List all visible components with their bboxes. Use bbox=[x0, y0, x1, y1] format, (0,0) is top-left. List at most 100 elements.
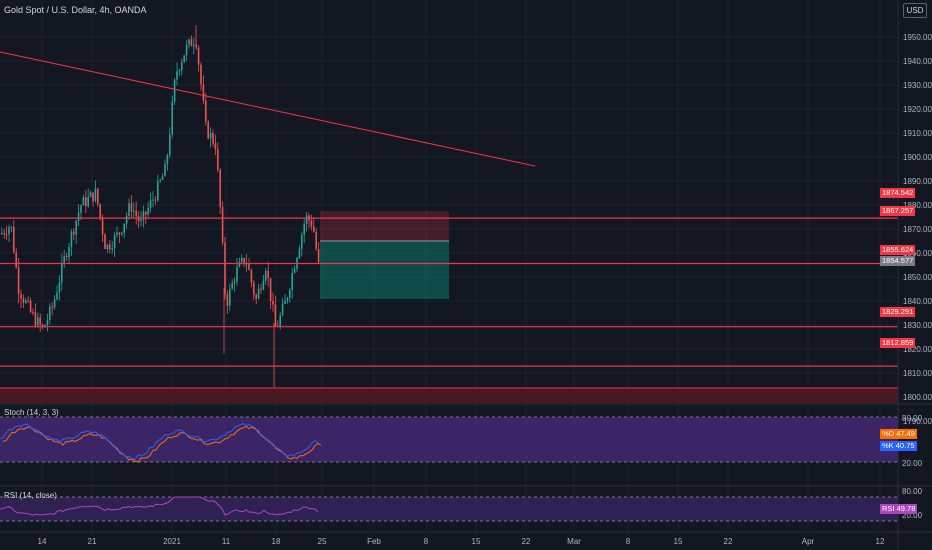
candle-body bbox=[152, 199, 154, 201]
candle-body bbox=[65, 255, 68, 258]
time-tick-label: 15 bbox=[472, 537, 481, 546]
price-tick-label: 1830.000 bbox=[903, 321, 932, 330]
candle-body bbox=[63, 255, 65, 263]
candle-body bbox=[176, 71, 178, 80]
time-tick-label: 8 bbox=[626, 537, 631, 546]
candle-body bbox=[291, 272, 293, 291]
symbol-title[interactable]: Gold Spot / U.S. Dollar, 4h, OANDA bbox=[4, 5, 147, 15]
candle-body bbox=[133, 210, 135, 212]
stop-loss-zone[interactable] bbox=[320, 211, 449, 241]
candle-body bbox=[130, 203, 133, 212]
candle-body bbox=[111, 248, 113, 250]
candle-body bbox=[269, 278, 272, 301]
candle-body bbox=[29, 300, 32, 312]
stoch-legend[interactable]: Stoch (14, 3, 3) bbox=[4, 408, 59, 417]
take-profit-zone[interactable] bbox=[320, 241, 449, 299]
candle-body bbox=[56, 292, 58, 300]
candle-body bbox=[135, 210, 137, 216]
trend-line[interactable] bbox=[0, 51, 536, 167]
time-tick-label: Apr bbox=[802, 537, 815, 546]
candle-body bbox=[92, 192, 94, 202]
candle-body bbox=[140, 219, 142, 222]
time-tick-label: 8 bbox=[424, 537, 429, 546]
candle-body bbox=[173, 79, 176, 102]
candle-body bbox=[147, 208, 149, 215]
candle-body bbox=[188, 39, 190, 45]
price-tick-label: 1860.000 bbox=[903, 249, 932, 258]
stoch-d-tag-value: 47.49 bbox=[896, 429, 915, 438]
candle-body bbox=[10, 226, 13, 228]
stoch-band bbox=[0, 417, 898, 462]
candle-body bbox=[8, 227, 10, 235]
stoch-k-line bbox=[0, 422, 319, 460]
rsi-legend[interactable]: RSI (14, close) bbox=[4, 491, 57, 500]
candle-body bbox=[284, 300, 286, 304]
price-tick-label: 1900.000 bbox=[903, 153, 932, 162]
candle-body bbox=[224, 242, 226, 294]
candle-body bbox=[255, 295, 257, 299]
price-tag-1854: 1854.577 bbox=[880, 256, 916, 266]
price-tick-label: 1810.000 bbox=[903, 369, 932, 378]
candle-body bbox=[253, 282, 255, 296]
price-tag-1874: 1874.542 bbox=[880, 188, 916, 198]
stoch-k-tag: %K 40.75 bbox=[880, 441, 917, 451]
rsi-line bbox=[0, 496, 319, 516]
price-tick-label: 1950.000 bbox=[903, 33, 932, 42]
candle-body bbox=[217, 149, 219, 170]
candle-body bbox=[58, 282, 61, 293]
time-tick-label: 12 bbox=[876, 537, 885, 546]
candle-body bbox=[27, 300, 29, 302]
rsi-level-20: 20.00 bbox=[902, 511, 923, 520]
candle-body bbox=[39, 317, 41, 325]
time-tick-label: 22 bbox=[724, 537, 733, 546]
candle-body bbox=[89, 192, 92, 197]
price-tag-1829: 1829.291 bbox=[880, 307, 916, 317]
candle-body bbox=[154, 199, 157, 201]
candle-body bbox=[17, 267, 20, 294]
candle-body bbox=[22, 298, 25, 303]
candle-body bbox=[49, 306, 51, 321]
stoch-d-tag-label: %D bbox=[882, 429, 895, 438]
price-tick-label: 1840.000 bbox=[903, 297, 932, 306]
candle-body bbox=[3, 232, 5, 235]
candle-body bbox=[298, 248, 301, 259]
candle-body bbox=[13, 226, 15, 253]
candle-body bbox=[289, 290, 291, 298]
currency-button[interactable]: USD bbox=[903, 3, 927, 18]
candle-body bbox=[262, 280, 265, 290]
candle-body bbox=[190, 39, 193, 47]
time-tick-label: 22 bbox=[522, 537, 531, 546]
candle-body bbox=[166, 155, 169, 165]
candle-body bbox=[97, 188, 99, 205]
candle-body bbox=[123, 223, 125, 233]
candle-body bbox=[303, 224, 305, 235]
price-tick-label: 1880.000 bbox=[903, 201, 932, 210]
rsi-tag-label: RSI bbox=[882, 504, 895, 513]
candle-body bbox=[70, 231, 73, 247]
time-axis[interactable]: 14 21 2021 11 18 25 Feb 8 15 22 Mar 8 15 22 Apr 12 bbox=[38, 537, 885, 546]
candle-body bbox=[20, 293, 22, 299]
price-tick-label: 1820.000 bbox=[903, 345, 932, 354]
candle-body bbox=[5, 234, 8, 236]
price-tag-1855: 1855.624 bbox=[880, 245, 916, 255]
candle-body bbox=[200, 64, 202, 85]
candle-body bbox=[37, 317, 39, 326]
candle-body bbox=[317, 248, 320, 262]
candle-body bbox=[315, 231, 317, 249]
candle-body bbox=[68, 246, 70, 258]
price-tick-label: 1920.000 bbox=[903, 105, 932, 114]
candle-body bbox=[205, 100, 207, 122]
candle-body bbox=[248, 263, 250, 270]
candle-body bbox=[212, 133, 214, 144]
candle-body bbox=[82, 197, 85, 206]
price-axis[interactable]: 1950.000 1940.000 1930.000 1920.000 1910.000… bbox=[903, 33, 932, 426]
horizontal-levels[interactable] bbox=[0, 217, 898, 367]
candle-body bbox=[157, 181, 159, 201]
candle-body bbox=[113, 235, 116, 249]
candle-body bbox=[34, 312, 37, 326]
time-tick-label: 15 bbox=[674, 537, 683, 546]
price-tick-label: 1850.000 bbox=[903, 273, 932, 282]
rsi-level-80: 80.00 bbox=[902, 487, 923, 496]
